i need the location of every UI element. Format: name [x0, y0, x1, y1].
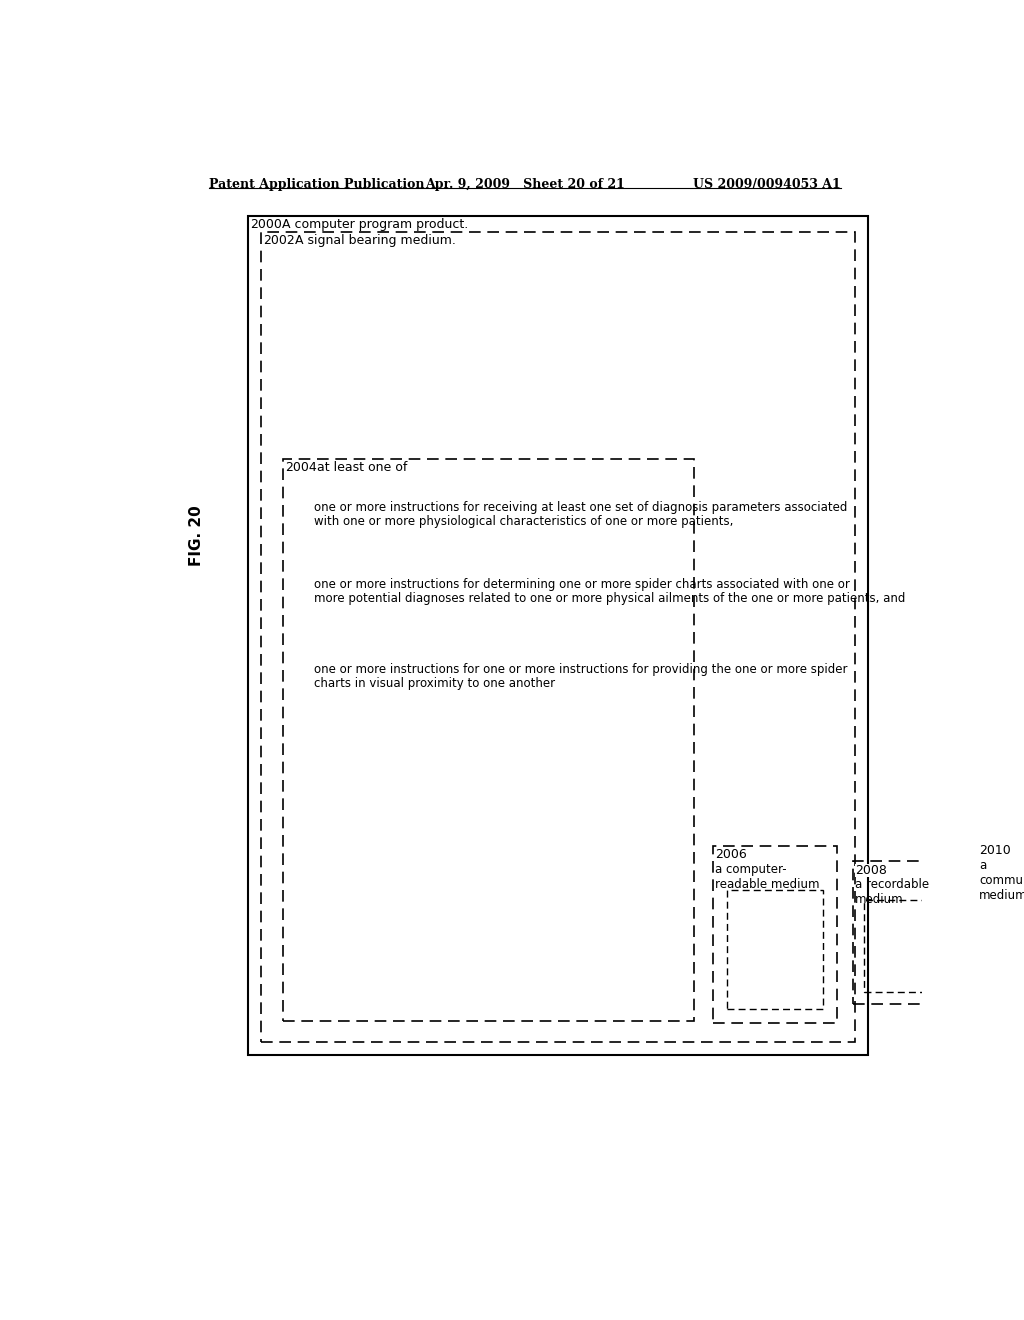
Bar	[283, 459, 693, 1020]
Text: 2008: 2008	[855, 863, 887, 876]
Text: 2006: 2006	[716, 849, 748, 862]
Bar	[261, 231, 855, 1043]
Text: 2004: 2004	[286, 461, 317, 474]
Bar	[727, 890, 823, 1010]
Bar	[853, 862, 962, 1003]
Text: a
communications
medium: a communications medium	[979, 859, 1024, 902]
Text: one or more instructions for receiving at least one set of diagnosis parameters : one or more instructions for receiving a…	[314, 502, 848, 513]
Text: a recordable
medium: a recordable medium	[855, 878, 929, 907]
Text: A computer program product.: A computer program product.	[283, 218, 468, 231]
Text: 2000: 2000	[251, 218, 283, 231]
Text: FIG. 20: FIG. 20	[188, 506, 204, 566]
Text: US 2009/0094053 A1: US 2009/0094053 A1	[693, 178, 841, 190]
Text: one or more instructions for one or more instructions for providing the one or m: one or more instructions for one or more…	[314, 663, 848, 676]
Text: 2010: 2010	[979, 845, 1011, 858]
Text: at least one of: at least one of	[317, 461, 408, 474]
Text: with one or more physiological characteristics of one or more patients,: with one or more physiological character…	[314, 515, 733, 528]
Text: Patent Application Publication: Patent Application Publication	[209, 178, 425, 190]
Text: A signal bearing medium.: A signal bearing medium.	[295, 234, 457, 247]
Text: a computer-
readable medium: a computer- readable medium	[716, 863, 820, 891]
Text: charts in visual proximity to one another: charts in visual proximity to one anothe…	[314, 677, 555, 689]
Bar	[988, 888, 1024, 1011]
Text: Apr. 9, 2009   Sheet 20 of 21: Apr. 9, 2009 Sheet 20 of 21	[425, 178, 625, 190]
Bar	[977, 842, 1024, 1023]
Bar	[864, 900, 949, 993]
Text: 2002: 2002	[263, 234, 295, 247]
Bar	[713, 846, 838, 1023]
Text: more potential diagnoses related to one or more physical ailments of the one or : more potential diagnoses related to one …	[314, 591, 905, 605]
Bar	[248, 216, 868, 1056]
Text: one or more instructions for determining one or more spider charts associated wi: one or more instructions for determining…	[314, 578, 850, 591]
